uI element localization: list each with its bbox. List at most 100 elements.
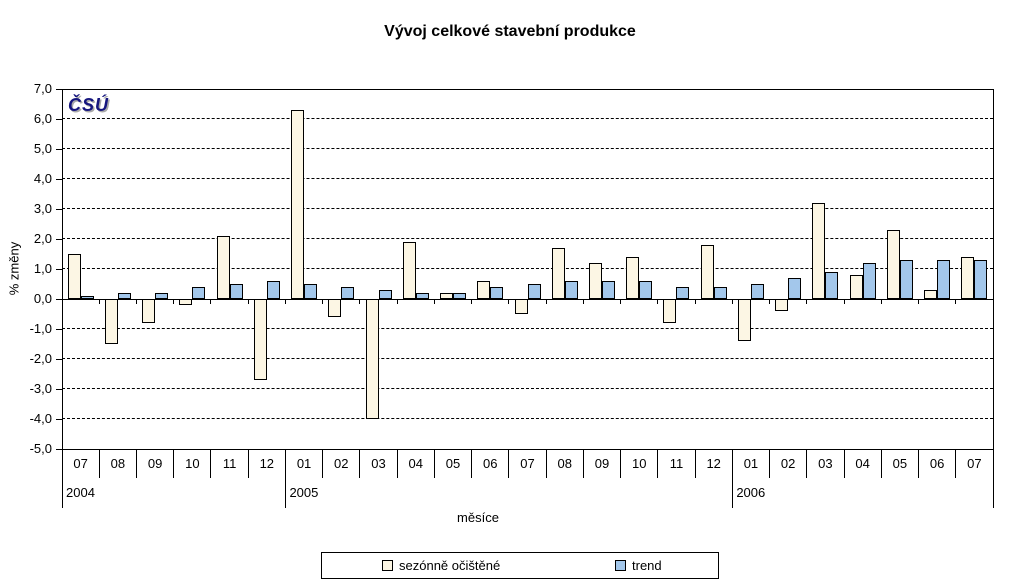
month-label: 01 <box>296 456 312 471</box>
zero-tick <box>173 299 175 304</box>
gridline-7 <box>62 88 993 90</box>
bar-trend-2005-10 <box>639 281 653 299</box>
y-tick-label: -2,0 <box>29 351 52 366</box>
y-tick-label: 4,0 <box>33 171 52 186</box>
bar-seasonal-2005-08 <box>551 248 565 299</box>
month-label: 10 <box>631 456 647 471</box>
bar-trend-2006-01 <box>750 284 764 299</box>
bar-seasonal-2006-05 <box>886 230 900 299</box>
y-tick-label: -1,0 <box>29 321 52 336</box>
month-separator <box>396 449 398 478</box>
y-tick-label: 7,0 <box>33 81 52 96</box>
y-tick--2 <box>56 358 62 360</box>
bar-seasonal-2006-04 <box>849 275 863 299</box>
month-label: 09 <box>594 456 610 471</box>
month-separator <box>843 449 845 478</box>
bar-seasonal-2004-11 <box>216 236 230 299</box>
month-separator <box>657 449 659 478</box>
y-tick-label: 1,0 <box>33 261 52 276</box>
bar-trend-2005-07 <box>527 284 541 299</box>
month-separator <box>955 449 957 478</box>
bar-trend-2005-04 <box>415 293 429 299</box>
month-separator <box>582 449 584 478</box>
bar-seasonal-2005-02 <box>328 299 342 317</box>
month-separator <box>359 449 361 478</box>
y-tick-label: -3,0 <box>29 381 52 396</box>
zero-tick <box>284 299 286 304</box>
bar-seasonal-2005-10 <box>626 257 640 299</box>
bar-trend-2004-11 <box>229 284 243 299</box>
month-label: 05 <box>445 456 461 471</box>
y-tick-4 <box>56 178 62 180</box>
y-tick-label: 5,0 <box>33 141 52 156</box>
month-label: 02 <box>780 456 796 471</box>
month-separator <box>769 449 771 478</box>
bar-trend-2004-07 <box>80 296 94 299</box>
chart-title: Vývoj celkové stavební produkce <box>384 23 636 40</box>
zero-tick <box>508 299 510 304</box>
zero-tick <box>98 299 100 304</box>
legend-label-seasonal: sezónně očištěné <box>399 558 501 573</box>
bar-seasonal-2005-06 <box>477 281 491 299</box>
year-separator <box>284 449 286 508</box>
zero-tick <box>322 299 324 304</box>
bar-seasonal-2006-06 <box>924 290 938 299</box>
bar-seasonal-2004-07 <box>67 254 81 299</box>
legend-label-trend: trend <box>632 558 662 573</box>
zero-tick <box>396 299 398 304</box>
year-separator <box>731 449 733 508</box>
legend: sezónně očištěné trend <box>321 552 719 579</box>
csu-logo: ČSÚ <box>68 95 110 115</box>
y-tick-0 <box>56 298 62 300</box>
y-tick-6 <box>56 118 62 120</box>
month-label: 01 <box>743 456 759 471</box>
gridline--2 <box>62 358 993 359</box>
bar-trend-2005-08 <box>564 281 578 299</box>
zero-tick <box>694 299 696 304</box>
zero-tick <box>61 299 63 304</box>
month-separator <box>173 449 175 478</box>
month-separator <box>620 449 622 478</box>
y-tick-label: 0,0 <box>33 291 52 306</box>
gridline-4 <box>62 178 993 179</box>
bar-trend-2005-11 <box>676 287 690 299</box>
bar-trend-2004-09 <box>155 293 169 299</box>
month-label: 03 <box>818 456 833 471</box>
year-separator <box>61 449 63 508</box>
month-label: 06 <box>929 456 945 471</box>
month-label: 03 <box>371 456 386 471</box>
y-tick-label: 2,0 <box>33 231 52 246</box>
zero-tick <box>135 299 137 304</box>
zero-tick <box>918 299 920 304</box>
month-label: 10 <box>185 456 200 471</box>
y-tick-5 <box>56 148 62 150</box>
month-separator <box>806 449 808 478</box>
month-label: 07 <box>967 456 982 471</box>
gridline--4 <box>62 418 993 419</box>
month-separator <box>508 449 510 478</box>
month-separator <box>545 449 547 478</box>
bar-seasonal-2004-08 <box>104 299 118 344</box>
year-separator <box>992 449 994 508</box>
bar-seasonal-2005-12 <box>700 245 714 299</box>
bar-trend-2006-04 <box>862 263 876 299</box>
gridline-5 <box>62 148 993 149</box>
y-tick-label: 3,0 <box>33 201 52 216</box>
zero-tick <box>359 299 361 304</box>
bar-trend-2005-02 <box>341 287 355 299</box>
bar-trend-2004-08 <box>117 293 131 299</box>
month-label: 02 <box>334 456 349 471</box>
legend-item-trend: trend <box>615 553 662 578</box>
bar-seasonal-2005-01 <box>291 110 305 299</box>
gridline-1 <box>62 268 993 269</box>
month-label: 08 <box>557 456 572 471</box>
month-label: 12 <box>259 456 275 471</box>
month-separator <box>322 449 324 478</box>
y-tick--4 <box>56 418 62 420</box>
bar-seasonal-2004-12 <box>253 299 267 380</box>
zero-tick <box>471 299 473 304</box>
bar-seasonal-2005-09 <box>588 263 602 299</box>
year-label-2005: 2005 <box>289 485 319 500</box>
legend-swatch-seasonal <box>382 560 393 571</box>
month-separator <box>433 449 435 478</box>
